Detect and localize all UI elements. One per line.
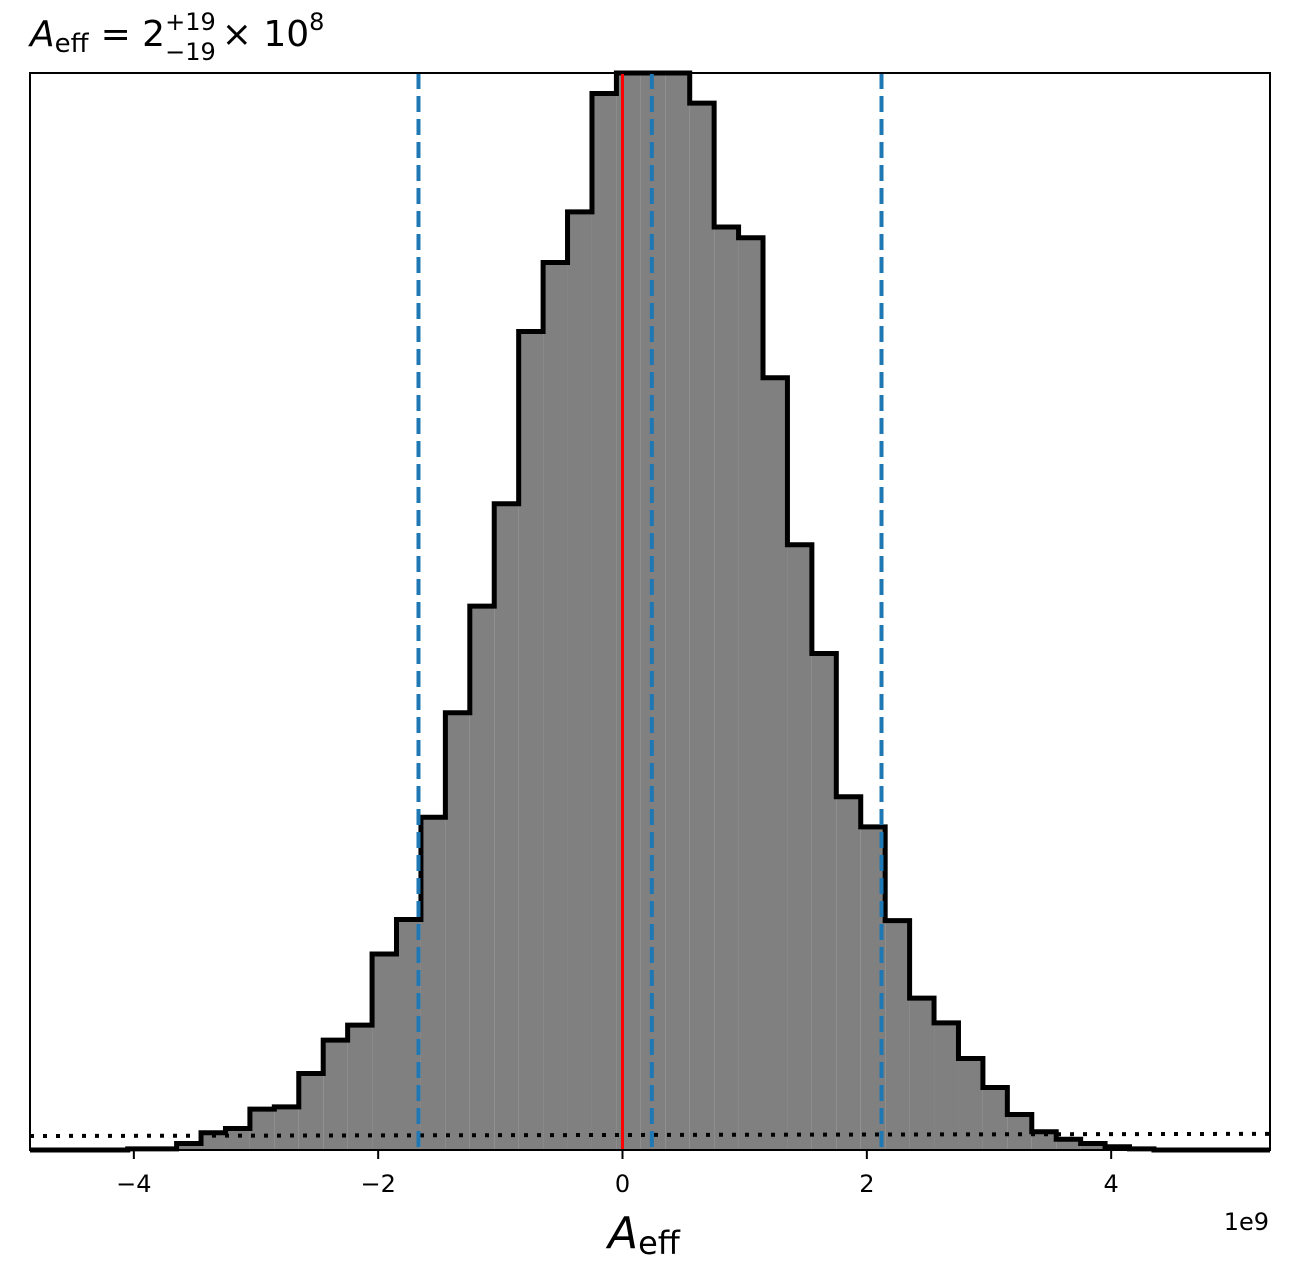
x-tick-label: −2	[360, 1170, 395, 1198]
histogram-bar	[665, 73, 690, 1150]
x-tick-label: 2	[859, 1170, 874, 1198]
title-lower: −19	[165, 38, 216, 66]
histogram-bar	[934, 1022, 959, 1150]
histogram-bar	[494, 503, 519, 1150]
histogram-bar	[201, 1132, 226, 1150]
histogram-bar	[689, 103, 715, 1150]
histogram-bar	[469, 606, 495, 1150]
x-ticks: −4 −2 0 2 4	[116, 1150, 1119, 1198]
histogram-bar	[738, 237, 764, 1150]
histogram-bar	[958, 1058, 983, 1150]
histogram-bar	[445, 712, 470, 1150]
histogram-bar	[274, 1106, 299, 1150]
histogram-bar	[298, 1073, 324, 1150]
axes-frame	[29, 72, 1271, 1151]
x-axis-sub: eff	[638, 1224, 681, 1262]
histogram-bar	[982, 1087, 1008, 1150]
histogram-bar	[347, 1025, 373, 1150]
x-axis-symbol: A	[605, 1208, 638, 1259]
histogram-bar	[249, 1109, 275, 1150]
histogram-bar	[591, 93, 617, 1150]
histogram-bar	[1007, 1114, 1032, 1150]
histogram-bar	[518, 331, 544, 1151]
histogram-bar	[225, 1128, 250, 1150]
histogram-bar	[420, 817, 446, 1150]
histogram-bar	[323, 1040, 348, 1150]
plot-area	[29, 70, 1271, 1153]
title-symbol-sub: eff	[55, 29, 90, 59]
histogram-bar	[836, 796, 861, 1150]
title-equals: = 2	[101, 14, 166, 55]
x-tick-label: 0	[615, 1170, 630, 1198]
x-axis-label: Aeff	[605, 1208, 681, 1262]
histogram-bar	[176, 1143, 202, 1150]
histogram-bar	[567, 211, 592, 1151]
chart-title: Aeff = 2+19 −19 × 108	[28, 8, 324, 66]
histogram-bar	[885, 920, 910, 1150]
x-tick-label: 4	[1104, 1170, 1119, 1198]
histogram-bar	[1056, 1139, 1081, 1150]
histogram-bar	[909, 998, 935, 1150]
x-tick-label: −4	[116, 1170, 151, 1198]
histogram-bar	[714, 227, 739, 1151]
x-offset-label: 1e9	[1224, 1208, 1269, 1236]
title-times: × 10	[222, 14, 309, 55]
title-upper: +19	[165, 8, 216, 36]
histogram-bar	[860, 826, 886, 1150]
histogram-bar	[372, 953, 397, 1150]
histogram-bar	[787, 544, 812, 1150]
histogram-bar	[811, 653, 837, 1150]
histogram-bar	[1031, 1131, 1057, 1150]
histogram-bar	[616, 73, 641, 1150]
title-exponent: 8	[309, 8, 324, 36]
histogram-bar	[1080, 1143, 1106, 1150]
histogram-bar	[763, 377, 788, 1150]
histogram-bar	[543, 262, 568, 1150]
title-symbol: A	[28, 14, 55, 55]
